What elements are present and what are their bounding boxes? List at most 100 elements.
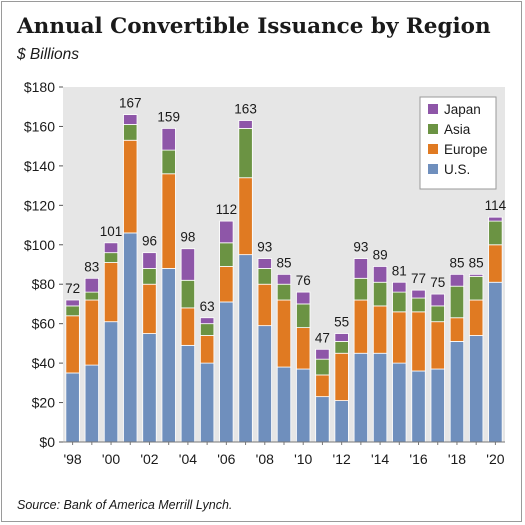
- bar-segment-japan: [411, 289, 426, 299]
- bar-segment-europe: [103, 262, 119, 323]
- bar-segment-asia: [296, 303, 311, 329]
- bar-segment-japan: [219, 220, 234, 244]
- bar-segment-europe: [84, 299, 99, 366]
- total-label: 85: [276, 255, 291, 270]
- total-label: 76: [296, 273, 311, 288]
- bar-segment-europe: [276, 299, 292, 368]
- total-label: 114: [485, 198, 507, 213]
- bar-segment-us: [180, 344, 196, 443]
- bar-segment-us: [161, 268, 176, 443]
- bar-segment-japan: [430, 293, 445, 307]
- bar-segment-asia: [353, 277, 369, 301]
- total-label: 89: [373, 247, 388, 262]
- bar-segment-europe: [488, 244, 503, 283]
- bar-segment-asia: [65, 305, 80, 317]
- x-tick-label: '08: [256, 451, 274, 467]
- bar-segment-europe: [219, 266, 234, 303]
- total-label: 63: [200, 299, 215, 314]
- bar-segment-europe: [315, 374, 330, 398]
- bar-segment-asia: [469, 275, 484, 301]
- bar-segment-asia: [334, 341, 349, 354]
- bar-segment-asia: [142, 268, 157, 285]
- bar-segment-us: [334, 400, 349, 443]
- x-tick-label: '14: [371, 451, 389, 467]
- bar-segment-us: [199, 362, 215, 443]
- bar-segment-asia: [449, 285, 465, 319]
- bar-segment-japan: [276, 273, 292, 285]
- bar-segment-asia: [161, 149, 176, 175]
- bar-segment-japan: [199, 317, 215, 325]
- bar-segment-japan: [180, 248, 196, 281]
- total-label: 163: [234, 102, 257, 117]
- bar-segment-europe: [257, 283, 272, 327]
- total-label: 75: [430, 275, 445, 290]
- bar-segment-asia: [392, 291, 407, 313]
- bar-segment-japan: [449, 273, 465, 287]
- bar-segment-us: [142, 333, 157, 443]
- x-tick-label: '06: [217, 451, 235, 467]
- bar-segment-europe: [430, 321, 445, 370]
- bar-segment-japan: [392, 281, 407, 293]
- bar-segment-asia: [411, 297, 426, 313]
- bar-segment-europe: [199, 335, 215, 364]
- bar-segment-asia: [219, 242, 234, 267]
- bar-segment-asia: [488, 220, 503, 246]
- bar-segment-asia: [276, 283, 292, 301]
- bar-segment-us: [372, 352, 388, 443]
- bar-segment-asia: [315, 358, 330, 376]
- bar-segment-asia: [103, 252, 119, 263]
- y-tick-label: $0: [39, 434, 55, 450]
- bar-segment-us: [449, 341, 465, 443]
- y-tick-label: $100: [24, 237, 55, 253]
- total-label: 159: [157, 109, 180, 124]
- bar-segment-us: [469, 335, 484, 443]
- bar-segment-asia: [84, 291, 99, 301]
- bar-segment-japan: [84, 277, 99, 293]
- bar-segment-us: [488, 281, 503, 443]
- bar-segment-japan: [142, 252, 157, 269]
- y-tick-label: $120: [24, 197, 55, 213]
- legend-swatch: [428, 104, 438, 114]
- y-tick-label: $180: [24, 79, 55, 95]
- total-label: 98: [180, 230, 195, 245]
- x-tick-label: '98: [63, 451, 81, 467]
- x-tick-label: '20: [486, 451, 504, 467]
- bar-segment-us: [296, 368, 311, 443]
- x-tick-label: '00: [102, 451, 120, 467]
- total-label: 72: [65, 281, 80, 296]
- bar-segment-japan: [103, 242, 119, 254]
- bar-segment-japan: [65, 299, 80, 307]
- bar-segment-us: [65, 372, 80, 443]
- total-label: 83: [84, 259, 99, 274]
- x-tick-label: '04: [179, 451, 197, 467]
- bar-segment-japan: [296, 291, 311, 305]
- total-label: 96: [142, 234, 157, 249]
- bar-segment-japan: [123, 114, 138, 125]
- bar-segment-europe: [238, 177, 253, 256]
- bar-segment-japan: [238, 120, 253, 129]
- x-tick-label: '02: [140, 451, 158, 467]
- legend-swatch: [428, 144, 438, 154]
- bar-segment-europe: [469, 299, 484, 336]
- legend-swatch: [428, 164, 438, 174]
- total-label: 55: [334, 315, 349, 330]
- y-tick-label: $140: [24, 158, 55, 174]
- bar-segment-japan: [469, 273, 484, 277]
- bar-segment-asia: [180, 279, 196, 309]
- bar-segment-europe: [142, 283, 157, 334]
- x-tick-label: '18: [448, 451, 466, 467]
- bar-segment-europe: [411, 311, 426, 372]
- bar-segment-japan: [334, 333, 349, 342]
- total-label: 85: [449, 255, 464, 270]
- y-tick-label: $20: [32, 395, 56, 411]
- bar-segment-europe: [161, 173, 176, 269]
- bar-segment-japan: [161, 128, 176, 151]
- bar-segment-europe: [123, 139, 138, 234]
- bar-segment-asia: [257, 268, 272, 285]
- bar-segment-europe: [372, 305, 388, 354]
- bar-segment-asia: [430, 305, 445, 323]
- bar-segment-us: [315, 396, 330, 443]
- bar-segment-japan: [257, 258, 272, 269]
- total-label: 112: [216, 202, 238, 217]
